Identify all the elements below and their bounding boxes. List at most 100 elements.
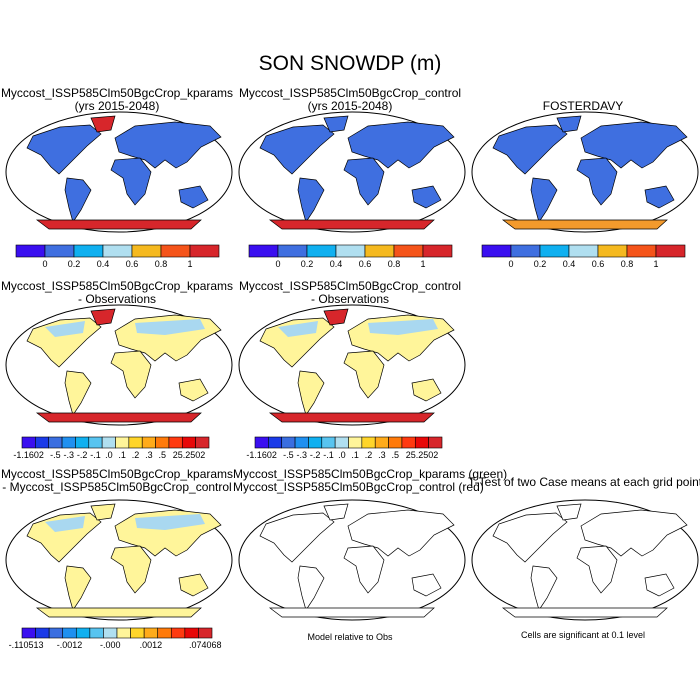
continent-greenland: [90, 115, 116, 133]
colorbar-swatch: [102, 244, 133, 258]
continent-north-america: [259, 512, 335, 563]
panel-title-line1: Myccost_ISSP585Clm50BgcCrop_kparams: [0, 86, 234, 100]
note-model-obs: Model relative to Obs: [307, 632, 393, 642]
snow-difference-patch-eurasia: [135, 514, 205, 530]
colorbar-label: -.5: [283, 450, 294, 460]
colorbar-label: .1: [351, 450, 359, 460]
colorbar-swatch: [248, 244, 279, 258]
colorbar-label: .0: [338, 450, 346, 460]
continent-africa: [110, 350, 152, 399]
colorbar-swatch: [277, 244, 308, 258]
panel-title-obs: FOSTERDAVY: [466, 100, 700, 113]
colorbar-swatch: [361, 436, 376, 449]
map-panel: [5, 304, 233, 426]
colorbar-mean: 0 0.2 0.4 0.6 0.8 1: [15, 244, 220, 269]
colorbar-label: .2: [132, 450, 140, 460]
continent-africa: [343, 350, 385, 399]
colorbar-swatch: [422, 244, 453, 258]
continent-south-america: [530, 177, 558, 223]
continent-australia: [644, 185, 675, 209]
colorbar-diff-obs: -1.1602 -.5 -.3 -.2 -.1 .0 .1 .2 .3 .5 25.2502: [246, 436, 443, 460]
continent-greenland: [323, 308, 349, 326]
continent-south-america: [530, 565, 558, 611]
colorbar-swatch: [143, 627, 159, 639]
colorbar-swatch: [281, 436, 296, 449]
continent-north-america: [259, 124, 335, 175]
map-panel: [471, 499, 699, 621]
continent-greenland: [90, 503, 116, 521]
figure-title: SON SNOWDP (m): [258, 52, 442, 75]
colorbar-swatch: [21, 436, 36, 449]
map-panel: [5, 499, 233, 621]
colorbar-label: .074068: [189, 640, 222, 650]
colorbar-label: 1: [187, 259, 192, 269]
continent-greenland: [323, 503, 349, 521]
continent-south-america: [297, 370, 325, 416]
colorbar-swatch: [321, 436, 336, 449]
colorbar-swatch: [481, 244, 512, 258]
colorbar-swatch: [254, 436, 269, 449]
colorbar-swatch: [44, 244, 75, 258]
map-panel: [471, 111, 699, 233]
continent-africa: [343, 157, 385, 206]
continent-antarctica: [35, 219, 202, 230]
continent-greenland: [556, 115, 582, 133]
colorbar-label: .5: [391, 450, 399, 460]
colorbar-label: -.000: [100, 640, 121, 650]
colorbar-label: 0.4: [563, 259, 576, 269]
continent-eurasia: [347, 509, 455, 557]
colorbar-swatch: [268, 436, 283, 449]
colorbar-label: .1: [118, 450, 126, 460]
colorbar-label: 0.4: [330, 259, 343, 269]
panel-title-line2: - Observations: [310, 292, 390, 306]
colorbar-label: 0.6: [126, 259, 139, 269]
map-panel: [238, 111, 466, 233]
colorbar-label: 0.8: [155, 259, 168, 269]
colorbar-swatch: [510, 244, 541, 258]
colorbar-swatch: [348, 436, 363, 449]
colorbar-mean: 0 0.2 0.4 0.6 0.8 1: [481, 244, 686, 269]
colorbar-swatch: [184, 627, 199, 639]
continent-eurasia: [580, 121, 688, 169]
continent-greenland: [556, 503, 582, 521]
colorbar-swatch: [131, 244, 162, 258]
colorbar-label: .3: [378, 450, 386, 460]
colorbar-swatch: [568, 244, 599, 258]
colorbar-label: .5: [158, 450, 166, 460]
colorbar-label: 0: [275, 259, 280, 269]
continent-australia: [178, 573, 209, 597]
continent-south-america: [64, 565, 92, 611]
panel-title-kparams: Myccost_ISSP585Clm50BgcCrop_kparams (yrs …: [0, 87, 234, 113]
continent-north-america: [492, 124, 568, 175]
colorbar-label: -.5: [50, 450, 61, 460]
panel-title-line1: Myccost_ISSP585Clm50BgcCrop_kparams: [0, 279, 234, 293]
colorbar-swatch: [155, 436, 170, 449]
colorbar-swatch: [15, 244, 46, 258]
colorbar-label: 0: [508, 259, 513, 269]
continent-africa: [110, 157, 152, 206]
colorbar-swatch: [168, 436, 183, 449]
colorbar-swatch: [48, 436, 63, 449]
colorbar-swatch: [388, 436, 403, 449]
colorbar-swatch: [35, 436, 50, 449]
continent-australia: [644, 573, 675, 597]
colorbar-swatch: [130, 627, 145, 639]
colorbar-label: 0.8: [621, 259, 634, 269]
colorbar-swatch: [115, 436, 130, 449]
colorbar-label: .3: [145, 450, 153, 460]
colorbar-label: -.3: [296, 450, 307, 460]
colorbar-label: 1: [420, 259, 425, 269]
continent-greenland: [323, 115, 349, 133]
colorbar-swatch: [539, 244, 570, 258]
continent-antarctica: [268, 219, 435, 230]
colorbar-label: 0.8: [388, 259, 401, 269]
panel-title-case-diff: Myccost_ISSP585Clm50BgcCrop_kparams - Myc…: [0, 468, 234, 494]
colorbar-label: 0.2: [534, 259, 547, 269]
continent-africa: [343, 545, 385, 594]
colorbar-diff-case: -.110513 -.0012 -.000 .0012 .074068: [9, 627, 222, 650]
colorbar-swatch: [655, 244, 686, 258]
continent-eurasia: [114, 121, 222, 169]
colorbar-swatch: [401, 436, 416, 449]
colorbar-label: 25.2502: [173, 450, 206, 460]
continent-greenland: [90, 308, 116, 326]
